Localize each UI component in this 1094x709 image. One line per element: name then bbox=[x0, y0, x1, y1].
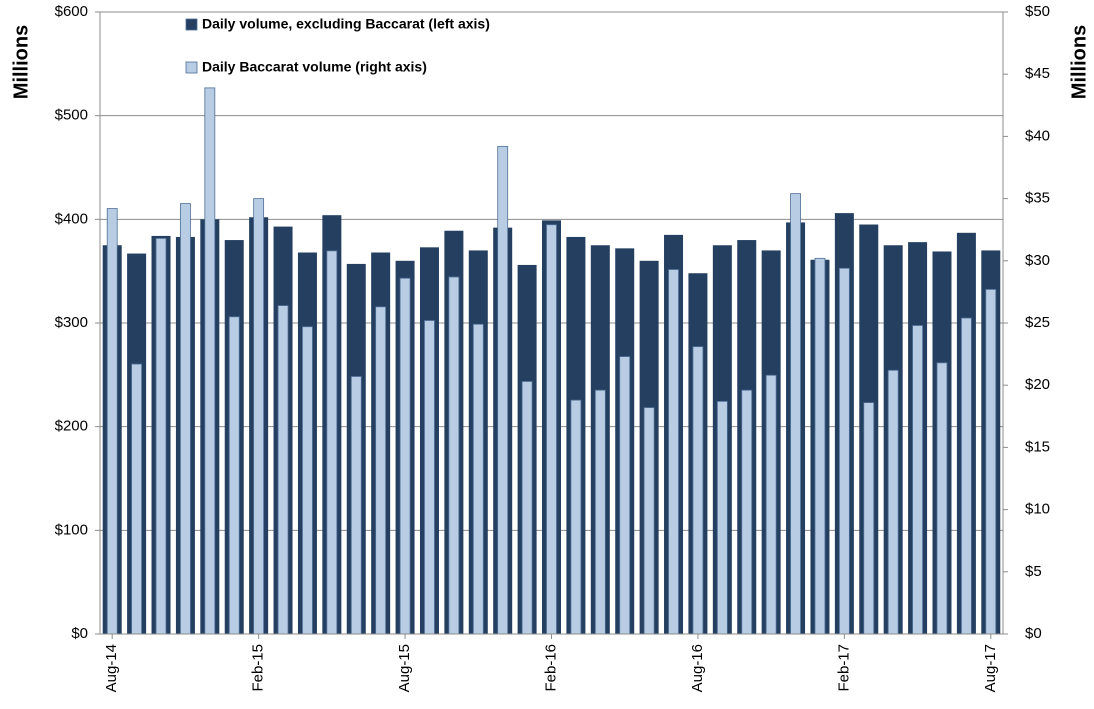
x-tick-label: Aug-15 bbox=[396, 644, 413, 692]
bar bbox=[497, 145, 509, 635]
x-tick-label: Feb-16 bbox=[542, 644, 559, 692]
bar bbox=[887, 369, 899, 635]
y2-tick-label: $5 bbox=[1025, 563, 1042, 580]
bar bbox=[277, 305, 289, 635]
y-tick-label: $100 bbox=[55, 521, 88, 538]
y2-tick-label: $50 bbox=[1025, 3, 1050, 20]
bar bbox=[668, 269, 679, 635]
y2-tick-label: $10 bbox=[1025, 501, 1050, 518]
y-tick-label: $600 bbox=[55, 3, 88, 20]
bar bbox=[594, 389, 606, 635]
bar bbox=[424, 320, 435, 635]
bar bbox=[790, 193, 801, 635]
y2-tick-label: $15 bbox=[1025, 438, 1050, 455]
x-tick-label: Feb-15 bbox=[250, 644, 267, 692]
y2-tick-label: $25 bbox=[1025, 314, 1050, 331]
bar bbox=[570, 399, 582, 635]
bar bbox=[716, 400, 728, 635]
bar bbox=[131, 363, 143, 635]
bar bbox=[472, 323, 484, 635]
y-tick-label: $300 bbox=[55, 314, 88, 331]
bar bbox=[106, 208, 118, 635]
legend-label: Daily Baccarat volume (right axis) bbox=[202, 59, 427, 75]
bar bbox=[521, 381, 533, 635]
y-axis-title: Millions bbox=[10, 25, 32, 99]
bar bbox=[814, 257, 826, 635]
bar bbox=[399, 277, 411, 635]
y2-axis-title: Millions bbox=[1068, 25, 1090, 99]
x-tick-label: Aug-16 bbox=[689, 644, 706, 692]
y2-tick-label: $35 bbox=[1025, 190, 1050, 207]
x-tick-label: Aug-17 bbox=[982, 644, 999, 692]
y2-tick-label: $40 bbox=[1025, 127, 1050, 144]
bar bbox=[936, 362, 948, 635]
y2-tick-label: $0 bbox=[1025, 625, 1042, 642]
legend-label: Daily volume, excluding Baccarat (left a… bbox=[202, 16, 490, 32]
bar bbox=[350, 376, 362, 635]
bar bbox=[375, 306, 387, 635]
x-tick-label: Aug-14 bbox=[103, 644, 120, 692]
bar bbox=[180, 203, 191, 635]
bar bbox=[448, 276, 460, 635]
bar bbox=[863, 402, 875, 635]
y-tick-label: $0 bbox=[71, 625, 88, 642]
y2-tick-label: $30 bbox=[1025, 252, 1050, 269]
bar bbox=[155, 238, 167, 635]
y-tick-label: $500 bbox=[55, 107, 88, 124]
bar bbox=[643, 407, 655, 635]
bar bbox=[741, 389, 753, 635]
bar bbox=[546, 224, 557, 635]
bar bbox=[619, 356, 631, 635]
x-tick-label: Feb-17 bbox=[835, 644, 852, 692]
bar bbox=[204, 87, 216, 635]
legend-swatch bbox=[185, 61, 198, 74]
bar bbox=[326, 250, 338, 635]
bar bbox=[228, 316, 240, 635]
y-tick-label: $200 bbox=[55, 418, 88, 435]
bar bbox=[838, 267, 850, 635]
y-tick-label: $400 bbox=[55, 210, 88, 227]
bar bbox=[960, 317, 972, 635]
bar bbox=[912, 325, 923, 635]
bar bbox=[765, 374, 777, 635]
legend-swatch bbox=[185, 18, 198, 31]
bar bbox=[302, 326, 313, 635]
bar bbox=[253, 198, 265, 635]
y2-tick-label: $20 bbox=[1025, 376, 1050, 393]
bar bbox=[692, 346, 704, 635]
bar bbox=[985, 289, 997, 635]
y2-tick-label: $45 bbox=[1025, 65, 1050, 82]
